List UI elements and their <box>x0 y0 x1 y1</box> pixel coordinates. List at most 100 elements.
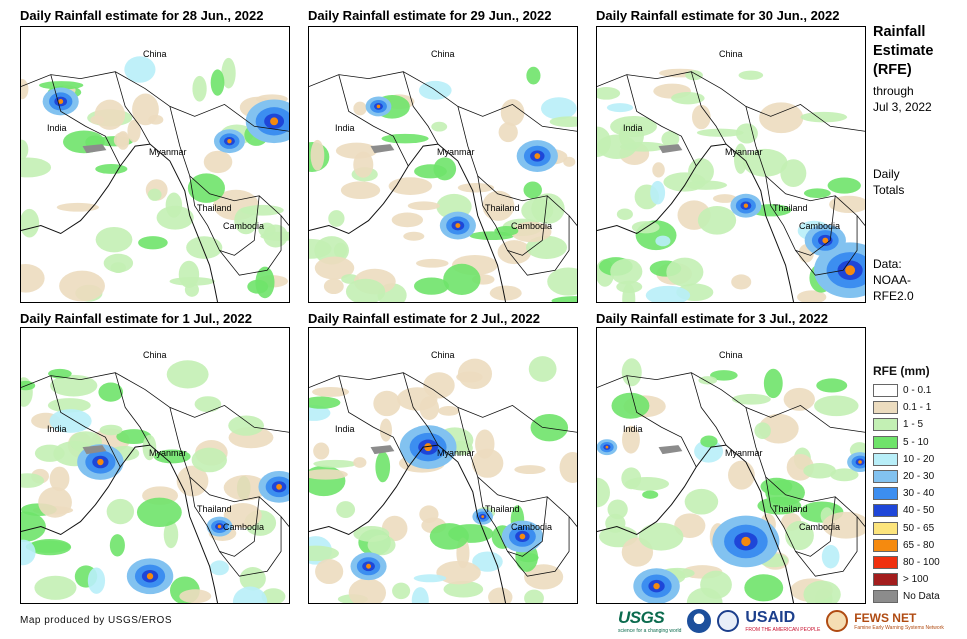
rain-area <box>597 86 621 100</box>
rain-area <box>616 208 633 220</box>
place-label-thailand: Thailand <box>485 203 520 213</box>
country-border <box>626 375 697 468</box>
panel-title-4: Daily Rainfall estimate for 1 Jul., 2022 <box>20 311 252 326</box>
legend-label: > 100 <box>903 574 929 586</box>
rainfall-map-svg <box>597 68 865 302</box>
sidebar-title: Rainfall Estimate (RFE) through Jul 3, 2… <box>873 23 933 115</box>
country-border <box>21 71 289 132</box>
rain-area <box>696 128 744 137</box>
rain-area <box>340 181 381 200</box>
extreme-rain-spot <box>481 515 485 519</box>
rain-area <box>56 202 100 212</box>
legend-label: 10 - 20 <box>903 453 935 465</box>
extreme-rain-spot <box>376 104 381 109</box>
rain-area <box>800 111 848 123</box>
country-border <box>114 372 151 446</box>
legend-swatch <box>873 401 898 415</box>
sidebar-title-line3: (RFE) <box>873 62 912 78</box>
legend-label: 40 - 50 <box>903 505 935 517</box>
rain-area <box>21 157 52 178</box>
extreme-rain-spot <box>455 223 461 229</box>
extreme-rain-spot <box>424 443 433 452</box>
country-border <box>795 215 858 276</box>
rain-area <box>407 201 440 211</box>
rain-area <box>367 534 396 556</box>
rain-area <box>116 429 152 445</box>
country-border <box>114 71 151 145</box>
rain-area <box>744 574 784 602</box>
rain-area <box>95 226 133 253</box>
place-label-cambodia: Cambodia <box>799 221 841 231</box>
rain-area <box>34 575 77 600</box>
no-data-area <box>370 445 395 455</box>
rain-area <box>443 580 484 598</box>
rainfall-map-svg <box>597 358 865 603</box>
rain-area <box>209 560 229 576</box>
sidebar-data-line3: RFE2.0 <box>873 289 914 303</box>
map-panel-4: China India Myanmar Thailand Cambodia <box>20 327 290 604</box>
sidebar-through: through <box>873 84 914 98</box>
country-border <box>597 71 865 132</box>
rain-area <box>549 116 577 128</box>
rain-area <box>436 560 481 585</box>
fews-tagline: Famine Early Warning Systems Network <box>854 625 944 631</box>
rain-area <box>645 285 691 302</box>
country-border <box>690 372 727 446</box>
panel-title-3: Daily Rainfall estimate for 30 Jun., 202… <box>596 8 840 23</box>
rain-area <box>323 278 344 295</box>
no-data-area <box>82 144 107 154</box>
rain-area <box>309 396 341 409</box>
extreme-rain-spot <box>270 117 279 126</box>
rain-area <box>498 122 518 143</box>
rain-area <box>179 589 212 603</box>
extreme-rain-spot <box>276 483 282 490</box>
rain-area <box>156 205 194 230</box>
rain-area <box>191 447 227 473</box>
country-border <box>219 215 282 276</box>
rain-area <box>353 457 367 468</box>
rain-area <box>21 473 45 488</box>
rain-area <box>547 267 577 296</box>
coastline <box>21 444 219 603</box>
rain-area <box>652 162 665 178</box>
place-label-china: China <box>719 49 743 59</box>
place-label-thailand: Thailand <box>773 504 808 514</box>
place-label-india: India <box>47 123 67 133</box>
rain-area <box>109 534 125 557</box>
legend-swatch <box>873 470 898 483</box>
rain-area <box>684 180 728 190</box>
rain-area <box>21 539 36 566</box>
place-label-cambodia: Cambodia <box>223 221 265 231</box>
rain-area <box>785 520 814 551</box>
legend-label: 5 - 10 <box>903 436 929 448</box>
country-border <box>309 71 577 132</box>
rain-area <box>21 139 29 160</box>
rain-area <box>255 266 275 299</box>
rain-area <box>759 102 804 134</box>
rain-area <box>803 580 841 603</box>
extreme-rain-spot <box>146 573 154 580</box>
rain-area <box>624 477 670 491</box>
rain-area <box>597 134 637 159</box>
fews-logo-text: FEWS NET <box>854 611 917 625</box>
rain-area <box>754 422 771 439</box>
rain-area <box>700 570 732 599</box>
rain-area <box>375 451 391 483</box>
rain-area <box>309 405 331 421</box>
country-border <box>795 516 858 577</box>
rain-area <box>261 588 286 603</box>
rain-area <box>671 92 705 105</box>
rain-area <box>765 479 805 506</box>
rain-area <box>710 370 738 381</box>
rain-area <box>443 263 481 295</box>
extreme-rain-spot <box>519 533 526 540</box>
rain-area <box>563 156 576 167</box>
rain-area <box>314 256 355 280</box>
legend-item: 5 - 10 <box>873 434 929 451</box>
rain-area <box>169 276 215 286</box>
place-label-china: China <box>143 350 167 360</box>
no-data-area <box>82 445 107 455</box>
legend-label: No Data <box>903 591 940 603</box>
rain-area <box>221 57 236 89</box>
legend-label: 30 - 40 <box>903 488 935 500</box>
